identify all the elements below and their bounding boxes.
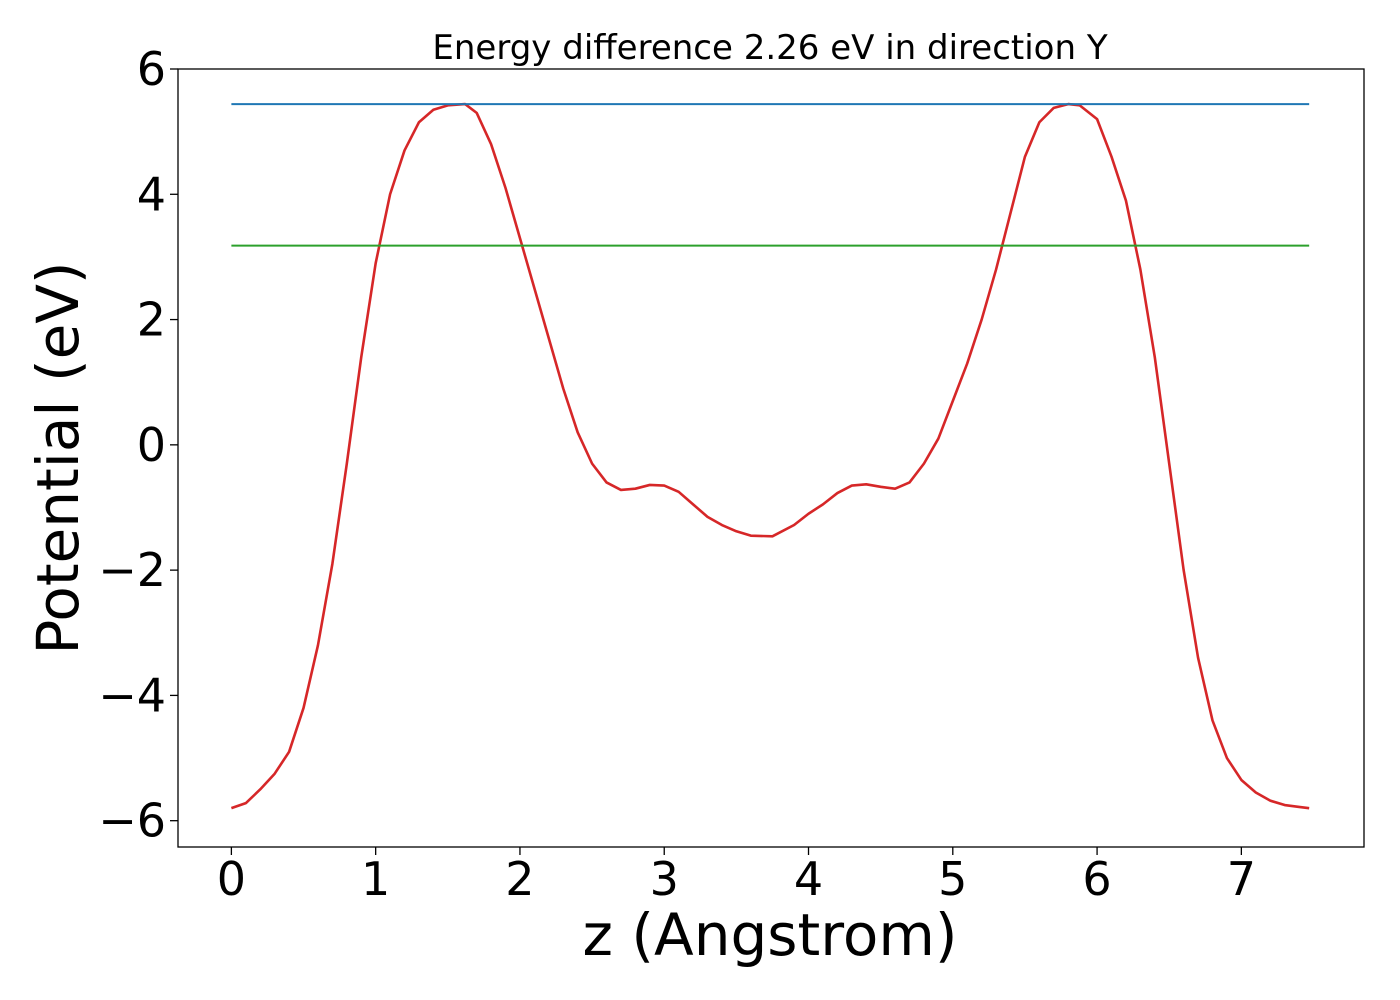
x-tick-label: 0 xyxy=(217,852,246,906)
x-axis-label: z (Angstrom) xyxy=(583,901,958,969)
y-tick-label: 0 xyxy=(137,418,166,472)
y-tick-label: −6 xyxy=(98,794,166,848)
x-tick-label: 1 xyxy=(361,852,390,906)
axis-ticks: 0 1 2 3 4 5 6 7 −6 −4 −2 0 2 4 6 xyxy=(98,42,1256,906)
plot-area xyxy=(230,102,1310,810)
x-tick-label: 6 xyxy=(1082,852,1111,906)
x-tick-label: 7 xyxy=(1227,852,1256,906)
x-tick-label: 5 xyxy=(938,852,967,906)
y-tick-label: 4 xyxy=(137,167,166,221)
chart-title: Energy difference 2.26 eV in direction Y xyxy=(432,28,1107,68)
x-tick-label: 4 xyxy=(794,852,823,906)
y-tick-label: −4 xyxy=(98,668,166,722)
x-tick-label: 3 xyxy=(650,852,679,906)
y-tick-label: 2 xyxy=(137,293,166,347)
y-tick-label: 6 xyxy=(137,42,166,96)
y-tick-label: −2 xyxy=(98,543,166,597)
axes-frame xyxy=(177,68,1365,848)
x-tick-label: 2 xyxy=(505,852,534,906)
potential-curve xyxy=(230,102,1310,810)
y-axis-label: Potential (eV) xyxy=(24,261,92,654)
